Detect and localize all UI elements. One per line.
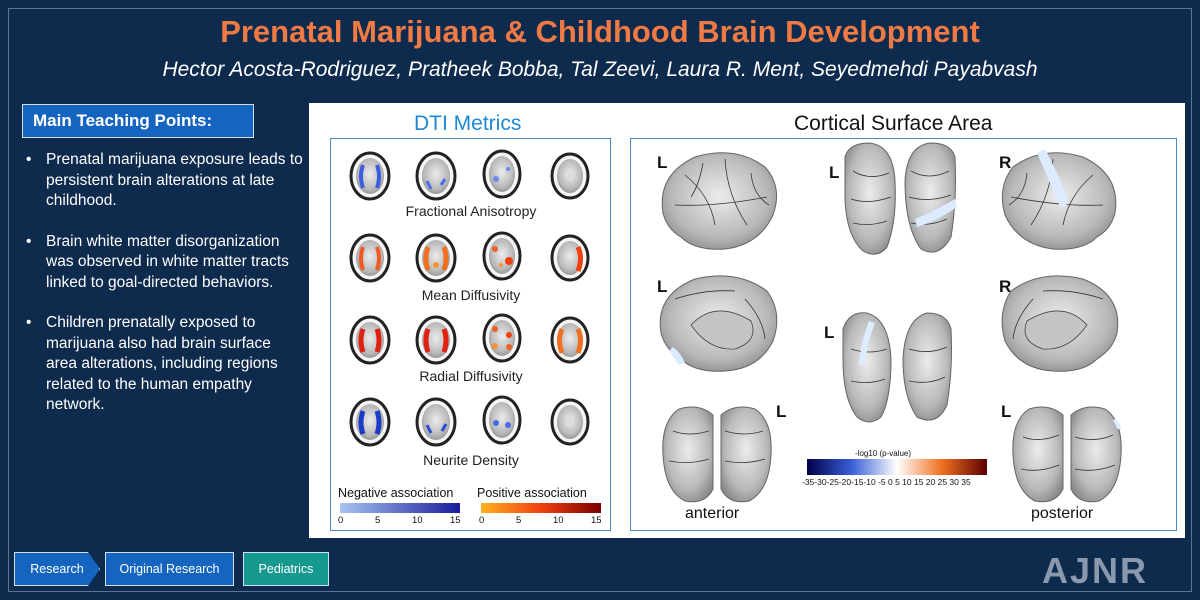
hemisphere-label: L: [1001, 402, 1012, 421]
brain-slice: [549, 397, 591, 447]
authors: Hector Acosta-Rodriguez, Pratheek Bobba,…: [162, 58, 1038, 81]
brain-medial-left: [659, 275, 778, 372]
brain-anterior-view: [662, 406, 772, 503]
hemisphere-label: L: [776, 402, 787, 421]
teaching-points-label: Main Teaching Points:: [22, 104, 254, 138]
brain-superior-view: [844, 142, 957, 255]
dti-row-label: Mean Diffusivity: [421, 287, 521, 303]
breadcrumb-research[interactable]: Research: [14, 552, 100, 586]
brain-slice: [415, 151, 457, 201]
pvalue-colorbar: [807, 459, 987, 475]
brain-lateral-right: [1001, 149, 1117, 250]
dti-box: Fractional Anisotropy Mean Diffusivity R…: [330, 138, 611, 531]
brain-slice: [481, 313, 523, 363]
brain-slice: [549, 151, 591, 201]
hemisphere-label: L: [657, 277, 668, 296]
poster-frame: [8, 8, 1192, 592]
legend-tick: 10: [412, 515, 423, 526]
brain-slice: [349, 397, 391, 447]
brain-slice: [481, 149, 523, 199]
hemisphere-label: L: [829, 163, 840, 182]
brain-lateral-left: [661, 152, 778, 250]
list-item: Children prenatally exposed to marijuana…: [24, 313, 304, 416]
breadcrumb-pediatrics[interactable]: Pediatrics: [243, 552, 329, 586]
ajnr-logo: AJNR: [1041, 550, 1148, 591]
brain-slice: [415, 397, 457, 447]
legend-tick: 15: [450, 515, 461, 526]
colorbar-ticks: -35-30-25-20-15-10 -5 0 5 10 15 20 25 30…: [802, 477, 971, 487]
negative-legend-label: Negative association: [338, 486, 454, 500]
brain-slice: [415, 315, 457, 365]
posterior-label: posterior: [1031, 505, 1094, 522]
brain-slice: [549, 233, 591, 283]
dti-row-label: Radial Diffusivity: [419, 368, 523, 384]
anterior-label: anterior: [685, 505, 740, 522]
teaching-points-list: Prenatal marijuana exposure leads to per…: [24, 150, 304, 436]
brain-posterior-view: [1012, 406, 1122, 503]
positive-colorbar: [481, 503, 601, 513]
legend-tick: 5: [516, 515, 522, 526]
legend-tick: 15: [591, 515, 602, 526]
brain-slice: [415, 233, 457, 283]
legend-tick: 0: [338, 515, 344, 526]
dti-title: DTI Metrics: [414, 112, 522, 135]
legend-tick: 0: [479, 515, 485, 526]
brain-slice: [349, 233, 391, 283]
csa-box: L L R L L R L L: [630, 138, 1177, 531]
brain-medial-right: [1001, 275, 1119, 372]
page-title: Prenatal Marijuana & Childhood Brain Dev…: [220, 14, 980, 49]
negative-colorbar: [340, 503, 460, 513]
figure-panel: DTI Metrics Cortical Surface Area Fracti…: [309, 103, 1185, 538]
colorbar-title: -log10 (p-value): [855, 449, 912, 458]
hemisphere-label: L: [657, 153, 668, 172]
dti-row-label: Neurite Density: [423, 452, 519, 468]
positive-legend-label: Positive association: [477, 486, 587, 500]
dti-row-label: Fractional Anisotropy: [405, 203, 537, 219]
hemisphere-label: R: [999, 153, 1012, 172]
hemisphere-label: L: [824, 323, 835, 342]
brain-slice: [349, 315, 391, 365]
hemisphere-label: R: [999, 277, 1012, 296]
list-item: Prenatal marijuana exposure leads to per…: [24, 150, 304, 212]
brain-inferior-view: [842, 312, 952, 423]
csa-title: Cortical Surface Area: [794, 112, 993, 135]
brain-slice: [481, 395, 523, 445]
breadcrumb-original-research[interactable]: Original Research: [105, 552, 234, 586]
brain-slice: [549, 315, 591, 365]
brain-slice: [481, 231, 523, 281]
legend-tick: 10: [553, 515, 564, 526]
list-item: Brain white matter disorganization was o…: [24, 232, 304, 294]
brain-slice: [349, 151, 391, 201]
legend-tick: 5: [375, 515, 381, 526]
